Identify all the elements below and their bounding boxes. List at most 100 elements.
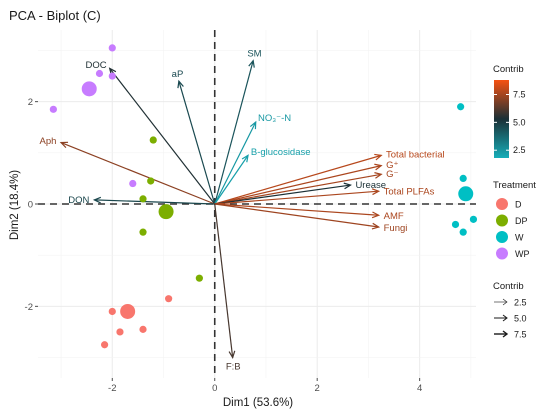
loading-vector bbox=[214, 173, 382, 205]
sample-point bbox=[100, 341, 109, 349]
group-centroid bbox=[458, 186, 474, 202]
sample-point bbox=[95, 69, 104, 78]
legend-treatment-swatch bbox=[496, 231, 508, 243]
loading-label: SM bbox=[247, 49, 261, 60]
y-axis-label: Dim2 (18.4%) bbox=[9, 170, 21, 240]
loading-label: G⁺ bbox=[386, 160, 398, 171]
sample-point bbox=[469, 215, 478, 223]
x-tick-label: 4 bbox=[417, 383, 422, 394]
colorbar-tick-label: 2.5 bbox=[513, 145, 526, 155]
sample-point bbox=[147, 177, 155, 185]
group-centroid bbox=[120, 303, 136, 319]
sample-point bbox=[139, 228, 147, 236]
y-tick-label: -2 bbox=[25, 302, 33, 313]
legend-treatment-swatch bbox=[496, 247, 508, 260]
legend-treatment-label: DP bbox=[515, 216, 528, 226]
x-axis-ticks: -2 0 2 4 bbox=[108, 378, 422, 394]
y-tick-label: 0 bbox=[28, 200, 33, 211]
loading-vector bbox=[214, 190, 379, 205]
loading-arrowhead bbox=[59, 141, 69, 149]
loading-vector bbox=[214, 203, 379, 228]
sample-point bbox=[459, 174, 467, 183]
y-axis-ticks: -2 0 2 bbox=[25, 97, 38, 313]
sample-point bbox=[149, 136, 157, 144]
loading-vector bbox=[214, 203, 379, 216]
loading-vector bbox=[214, 155, 249, 205]
loading-arrowhead bbox=[92, 196, 102, 204]
loading-vector bbox=[60, 142, 215, 205]
loading-arrowhead bbox=[177, 79, 184, 89]
x-tick-label: 2 bbox=[315, 383, 320, 394]
loading-arrowhead bbox=[343, 182, 352, 190]
loading-arrowhead bbox=[374, 153, 383, 161]
legend-contrib-title: Contrib bbox=[493, 64, 524, 75]
group-centroid bbox=[158, 204, 174, 220]
loading-label: Aph bbox=[40, 136, 57, 147]
sample-point bbox=[116, 328, 124, 336]
loading-vectors: SM aP DOC NO₃⁻-N B-glucosidase Aph Total bacte… bbox=[40, 49, 445, 373]
loading-vector bbox=[214, 203, 234, 358]
loading-label: Urease bbox=[355, 180, 386, 191]
legend-contrib-size: Contrib 2.5 5.0 7.5 bbox=[493, 281, 527, 340]
legend-treatment-swatch bbox=[496, 214, 508, 227]
individual-points bbox=[49, 44, 478, 349]
legend-size-title: Contrib bbox=[493, 281, 524, 292]
legend-colorbar-ticks: 2.5 5.0 7.5 bbox=[494, 89, 526, 155]
y-tick-label: 2 bbox=[28, 97, 33, 108]
legend-treatment-swatch bbox=[496, 198, 508, 210]
loading-arrowhead bbox=[241, 154, 249, 163]
sample-point bbox=[195, 274, 203, 282]
loading-vector bbox=[178, 81, 216, 205]
loading-label: Total PLFAs bbox=[384, 186, 435, 197]
loading-vector bbox=[214, 184, 351, 205]
legend-size-label: 2.5 bbox=[514, 298, 527, 308]
colorbar-tick-label: 7.5 bbox=[513, 89, 526, 99]
sample-point bbox=[108, 44, 116, 52]
loading-arrowhead bbox=[249, 120, 257, 130]
legend-treatment-label: WP bbox=[515, 249, 530, 259]
sample-point bbox=[108, 72, 116, 80]
plot-area: SM aP DOC NO₃⁻-N B-glucosidase Aph Total bacte… bbox=[38, 30, 478, 378]
sample-point bbox=[108, 307, 116, 316]
legend-size-arrowhead bbox=[502, 330, 509, 338]
legend-size-label: 5.0 bbox=[514, 314, 527, 324]
x-tick-label: 0 bbox=[212, 383, 217, 394]
loading-label: aP bbox=[172, 69, 184, 80]
loading-label: Fungi bbox=[384, 223, 408, 234]
loading-vector bbox=[109, 68, 216, 205]
loading-arrowhead bbox=[374, 172, 383, 179]
sample-point bbox=[139, 325, 147, 333]
sample-point bbox=[129, 179, 137, 188]
loading-label: G⁻ bbox=[386, 169, 398, 180]
loading-arrowhead bbox=[371, 222, 381, 230]
loading-arrowhead bbox=[248, 59, 255, 68]
loading-label: F:B bbox=[226, 362, 241, 373]
loading-label: Total bacterial bbox=[386, 149, 445, 160]
loading-arrowhead bbox=[228, 350, 236, 359]
loading-label: AMF bbox=[384, 211, 404, 222]
sample-point bbox=[165, 295, 173, 303]
legend-size-label: 7.5 bbox=[514, 330, 527, 340]
chart-title: PCA - Biplot (C) bbox=[9, 8, 101, 23]
sample-point bbox=[457, 103, 465, 111]
loading-label: DON bbox=[68, 195, 89, 206]
legend-treatment-label: W bbox=[515, 233, 524, 243]
sample-point bbox=[451, 220, 460, 229]
legend-treatment-title: Treatment bbox=[493, 180, 536, 191]
sample-point bbox=[49, 105, 57, 113]
sample-point bbox=[459, 228, 467, 236]
loading-label: B-glucosidase bbox=[251, 147, 311, 158]
loading-vector bbox=[94, 199, 215, 205]
loading-vector bbox=[214, 60, 254, 205]
colorbar-tick-label: 5.0 bbox=[513, 117, 526, 127]
loading-vector bbox=[214, 121, 257, 205]
loading-label: NO₃⁻-N bbox=[258, 113, 291, 124]
legend-size-arrowhead bbox=[502, 314, 508, 322]
loading-label: DOC bbox=[86, 60, 107, 71]
loading-arrowhead bbox=[371, 188, 381, 196]
legend-colorbar bbox=[494, 80, 509, 158]
sample-point bbox=[139, 195, 147, 203]
loading-vector bbox=[214, 154, 382, 205]
legend-treatment: Treatment D DP W WP bbox=[493, 180, 536, 260]
x-tick-label: -2 bbox=[108, 383, 116, 394]
